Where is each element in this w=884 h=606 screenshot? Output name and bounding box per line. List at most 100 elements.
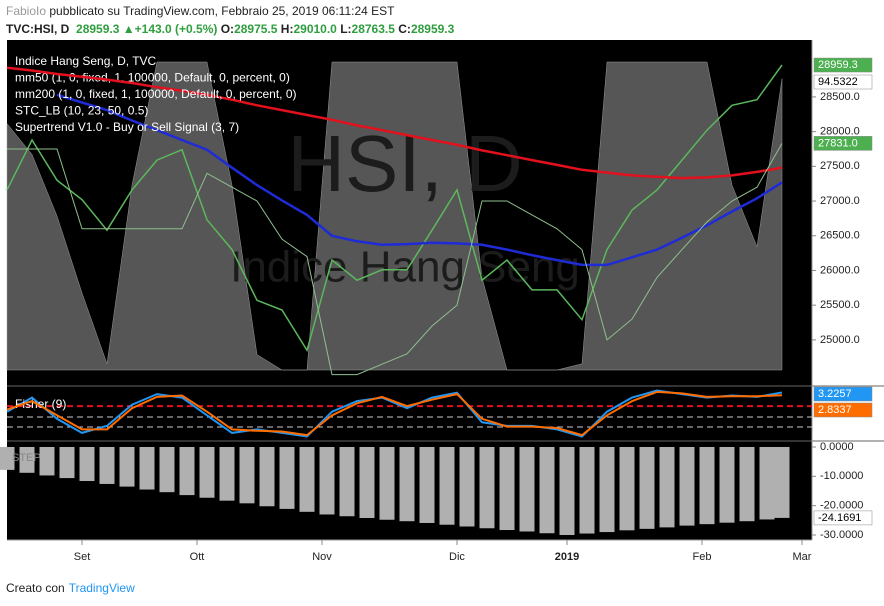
legend-entry: Indice Hang Seng, D, TVC: [15, 54, 157, 68]
x-tick-label: Dic: [449, 551, 465, 563]
x-tick-label: Feb: [693, 551, 712, 563]
bar: [139, 446, 155, 490]
bar: [219, 446, 235, 501]
bar: [339, 446, 355, 517]
bar: [79, 446, 95, 482]
price-tag-label: 27831.0: [818, 137, 858, 149]
watermark-subtitle: Indice Hang Seng: [230, 243, 580, 292]
price-tag: [813, 510, 873, 526]
legend-entry: Supertrend V1.0 - Buy or Sell Signal (3,…: [15, 120, 239, 134]
price-tag-label: 3.2257: [818, 388, 852, 400]
y-tick-label: 26000.0: [820, 264, 860, 276]
series-line: [56, 93, 783, 267]
bar: [119, 446, 135, 487]
legend-entry: STC_LB (10, 23, 50, 0.5): [15, 104, 148, 118]
price-tag: [813, 57, 873, 73]
price-tag: [813, 74, 873, 90]
bar: [279, 446, 295, 509]
footer-link[interactable]: TradingView: [68, 581, 135, 595]
high-label: H:: [280, 22, 294, 36]
bar: [199, 446, 215, 498]
y-tick-label: -30.0000: [820, 529, 863, 541]
series-line: [6, 64, 783, 353]
symbol: TVC:HSI, D: [6, 22, 70, 36]
panel-label: STEP: [12, 452, 41, 464]
bar: [679, 446, 695, 526]
price-tag-label: 94.5322: [818, 76, 858, 88]
bar: [719, 446, 735, 523]
series-line: [6, 389, 783, 438]
change: +143.0 (+0.5%): [134, 22, 218, 36]
price-tag: [813, 402, 873, 418]
bar: [459, 446, 475, 527]
bar: [299, 446, 315, 512]
y-tick-label: 25500.0: [820, 299, 860, 311]
series-line: [7, 143, 783, 376]
low: 28763.5: [351, 22, 395, 36]
bar: [19, 446, 35, 473]
price-tag: [813, 386, 873, 402]
bar: [159, 446, 175, 493]
publish-line: FabioIo pubblicato su TradingView.com, F…: [6, 4, 395, 18]
bar: [419, 446, 435, 523]
x-tick-label: 2019: [555, 551, 579, 563]
y-tick-label: 27000.0: [820, 195, 860, 207]
bar: [499, 446, 515, 531]
legend-entry: Fisher (9): [15, 397, 66, 411]
bar: [399, 446, 415, 522]
bar: [639, 446, 655, 529]
x-tick-label: Mar: [793, 551, 812, 563]
y-tick-label: 27500.0: [820, 160, 860, 172]
y-tick-label: -10.0000: [820, 470, 863, 482]
bar: [579, 446, 595, 534]
legend-entry: mm200 (1, 0, fixed, 1, 100000, Default, …: [15, 87, 297, 101]
bar: [179, 446, 195, 496]
footer: Creato con TradingView: [6, 581, 135, 595]
bar: [659, 446, 675, 528]
quote-line: TVC:HSI, D 28959.3 ▲+143.0 (+0.5%) O:289…: [6, 22, 454, 36]
bar: [99, 446, 115, 484]
bar: [759, 446, 775, 520]
chart: HSI, D Indice Hang Seng 25000.0 25500.0 26…: [0, 40, 884, 563]
bar: [379, 446, 395, 520]
x-tick-label: Nov: [312, 551, 332, 563]
x-tick-label: Set: [74, 551, 91, 563]
price-tag-label: 28959.3: [818, 59, 858, 71]
price-tag-label: -24.1691: [818, 512, 861, 524]
close: 28959.3: [410, 22, 455, 36]
stc-area: [6, 61, 783, 371]
price-tag-label: 2.8337: [818, 404, 852, 416]
bar: [259, 446, 275, 507]
y-tick-label: 26500.0: [820, 230, 860, 242]
bar: [774, 446, 790, 518]
open: 28975.5: [234, 22, 278, 36]
bar: [359, 446, 375, 518]
author[interactable]: FabioIo: [6, 4, 47, 18]
y-tick-label: 28500.0: [820, 91, 860, 103]
watermark: HSI, D: [287, 119, 523, 208]
bar: [59, 446, 75, 479]
open-label: O:: [220, 22, 235, 36]
bar: [479, 446, 495, 529]
bar: [439, 446, 455, 525]
y-tick-label: -20.0000: [820, 500, 863, 512]
bar: [599, 446, 615, 533]
series-line: [6, 390, 783, 437]
y-tick-label: 28000.0: [820, 126, 860, 138]
bar: [539, 446, 555, 534]
bar: [239, 446, 255, 504]
low-label: L:: [340, 22, 352, 36]
last-price: 28959.3: [76, 22, 120, 36]
bar: [559, 446, 575, 536]
bar: [319, 446, 335, 515]
high: 29010.0: [293, 22, 337, 36]
footer-text: Creato con: [6, 581, 65, 595]
close-label: C:: [398, 22, 411, 36]
x-tick-label: Ott: [190, 551, 205, 563]
bar: [739, 446, 755, 522]
price-tag: [813, 136, 873, 151]
y-tick-label: 0.0000: [820, 441, 854, 453]
publish-info: pubblicato su TradingView.com, Febbraio …: [49, 4, 395, 18]
bar: [519, 446, 535, 532]
